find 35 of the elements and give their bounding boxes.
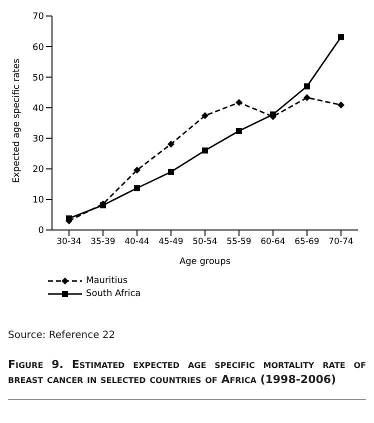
- point: [338, 34, 344, 40]
- point: [304, 94, 310, 102]
- point: [304, 83, 310, 90]
- legend-label: Mauritius: [86, 276, 128, 286]
- y-tick-label: 70: [32, 12, 44, 22]
- y-tick-label: 20: [32, 165, 44, 176]
- x-tick-label: 50-54: [192, 237, 218, 248]
- x-tick-label: 55-59: [226, 237, 252, 248]
- y-tick-label: 40: [32, 104, 44, 114]
- point: [202, 148, 208, 154]
- y-tick-label: 30: [32, 134, 44, 144]
- x-tick-label: 70-74: [328, 237, 354, 248]
- y-tick-label: 0: [38, 226, 44, 236]
- point: [168, 140, 174, 148]
- point: [236, 99, 242, 106]
- point: [168, 168, 174, 175]
- y-tick-label: 10: [32, 196, 44, 206]
- point: [338, 101, 344, 108]
- x-tick-label: 40-44: [124, 237, 150, 248]
- source-note: Source: Reference 22: [8, 330, 116, 341]
- y-tick-label: 50: [32, 73, 44, 84]
- point: [134, 166, 140, 174]
- y-axis-title: Expected age specific rates: [12, 58, 22, 183]
- x-tick-label: 65-69: [294, 237, 320, 248]
- x-tick-label: 30-34: [56, 237, 82, 248]
- legend-label: South Africa: [86, 288, 141, 298]
- x-tick-label: 60-64: [260, 237, 286, 248]
- text: Figure 9. Estimated expected age specific mortality rate of breast cancer in selected countries of Africa (1998-2006): [8, 357, 366, 387]
- x-tick-label: 45-49: [158, 237, 184, 248]
- x-tick-label: 35-39: [90, 237, 116, 248]
- point: [134, 185, 140, 192]
- y-tick-label: 60: [32, 42, 44, 53]
- point: [236, 128, 242, 134]
- point: [202, 112, 208, 120]
- x-axis-title: Age groups: [179, 257, 231, 267]
